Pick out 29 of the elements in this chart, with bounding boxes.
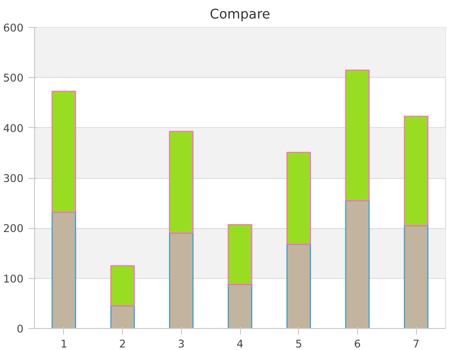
y-tick-label: 400 xyxy=(3,122,24,135)
bar xyxy=(228,284,252,328)
y-tick-label: 200 xyxy=(3,222,24,236)
x-tick-label: 4 xyxy=(236,338,244,350)
y-tick-label: 300 xyxy=(3,172,24,185)
bar xyxy=(110,265,135,306)
x-tick-label: 1 xyxy=(60,338,68,350)
bar xyxy=(345,70,370,202)
bar xyxy=(110,305,135,328)
chart-title: Compare xyxy=(210,8,270,22)
x-tick-label: 5 xyxy=(295,338,302,350)
y-tick-label: 500 xyxy=(3,72,24,85)
x-tick-label: 3 xyxy=(178,338,185,350)
bar xyxy=(228,224,252,285)
bar xyxy=(286,152,311,245)
y-tick-label: 100 xyxy=(3,272,24,286)
bar xyxy=(345,200,370,328)
bar xyxy=(52,212,76,328)
y-tick-label: 600 xyxy=(3,22,24,34)
bar xyxy=(169,130,194,234)
x-tick-label: 6 xyxy=(354,338,362,350)
bar xyxy=(404,225,428,328)
y-tick-label: 0 xyxy=(16,322,24,336)
bar xyxy=(286,244,311,328)
bar xyxy=(404,116,428,226)
x-tick-label: 2 xyxy=(119,338,126,350)
bar xyxy=(169,232,194,328)
bar xyxy=(52,90,76,213)
x-tick-label: 7 xyxy=(412,338,420,350)
